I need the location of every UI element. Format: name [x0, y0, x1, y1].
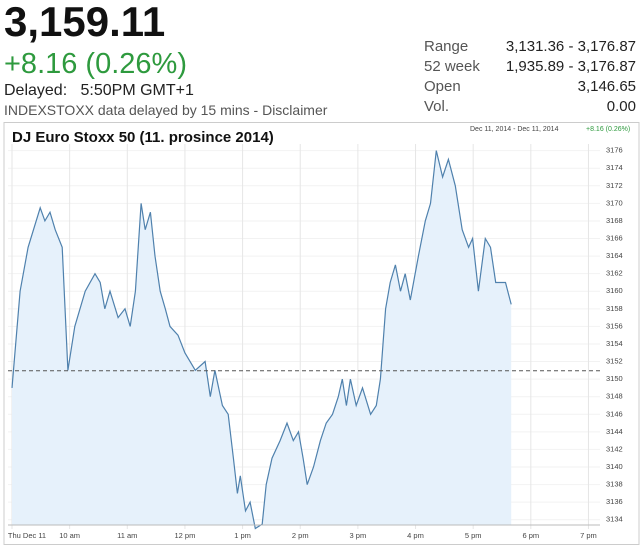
y-tick-label: 3148 — [606, 392, 623, 401]
stat-label: Vol. — [424, 98, 450, 115]
stat-label: 52 week — [424, 58, 480, 75]
x-tick-label: 7 pm — [580, 531, 597, 540]
area — [12, 150, 512, 529]
y-tick-label: 3160 — [606, 286, 623, 295]
y-tick-label: 3166 — [606, 233, 623, 242]
delayed-label: Delayed: — [4, 82, 68, 99]
x-tick-label: 5 pm — [465, 531, 482, 540]
x-tick-label: 3 pm — [350, 531, 367, 540]
y-tick-label: 3162 — [606, 269, 623, 278]
stats: Range 3,131.36 - 3,176.87 52 week 1,935.89… — [424, 38, 636, 118]
x-tick-label: 2 pm — [292, 531, 309, 540]
y-tick-label: 3156 — [606, 321, 623, 330]
stat-row: Range 3,131.36 - 3,176.87 — [424, 38, 636, 58]
x-tick-label: 1 pm — [234, 531, 251, 540]
y-tick-label: 3150 — [606, 374, 623, 383]
x-tick-label: 6 pm — [522, 531, 539, 540]
disclaimer[interactable]: INDEXSTOXX data delayed by 15 mins - Dis… — [4, 102, 328, 118]
y-tick-label: 3138 — [606, 480, 623, 489]
stat-label: Range — [424, 38, 469, 55]
range-change: +8.16 (0.26%) — [586, 126, 630, 133]
x-tick-label: 4 pm — [407, 531, 424, 540]
y-tick-label: 3152 — [606, 357, 623, 366]
stat-row: Vol. 0.00 — [424, 98, 636, 118]
y-tick-label: 3144 — [606, 427, 623, 436]
x-tick-label: 12 pm — [175, 531, 196, 540]
stat-row: Open 3,146.65 — [424, 78, 636, 98]
y-tick-label: 3172 — [606, 181, 623, 190]
x-tick-label: Thu Dec 11 — [8, 531, 46, 540]
stat-label: Open — [424, 78, 461, 95]
range-label: Dec 11, 2014 - Dec 11, 2014 — [470, 126, 559, 133]
delayed: Delayed: 5:50PM GMT+1 — [4, 82, 194, 100]
y-tick-label: 3154 — [606, 339, 623, 348]
y-tick-label: 3170 — [606, 198, 623, 207]
y-tick-label: 3158 — [606, 304, 623, 313]
stat-value: 1,935.89 - 3,176.87 — [505, 58, 636, 75]
stat-value: 3,146.65 — [577, 78, 636, 95]
chart: DJ Euro Stoxx 50 (11. prosince 2014) Dec… — [3, 122, 640, 545]
y-tick-label: 3174 — [606, 163, 623, 172]
delayed-time: 5:50PM GMT+1 — [80, 82, 194, 99]
y-tick-label: 3140 — [606, 462, 623, 471]
y-tick-label: 3176 — [606, 146, 623, 155]
change: +8.16 (0.26%) — [4, 48, 187, 80]
stat-value: 3,131.36 - 3,176.87 — [505, 38, 636, 55]
price: 3,159.11 — [4, 0, 166, 45]
y-tick-label: 3146 — [606, 409, 623, 418]
chart-title: DJ Euro Stoxx 50 (11. prosince 2014) — [12, 129, 274, 146]
stat-row: 52 week 1,935.89 - 3,176.87 — [424, 58, 636, 78]
x-tick-label: 11 am — [117, 531, 137, 540]
y-tick-label: 3168 — [606, 216, 623, 225]
line — [11, 150, 512, 530]
y-tick-label: 3142 — [606, 444, 623, 453]
y-tick-label: 3134 — [606, 515, 623, 524]
x-tick-label: 10 am — [59, 531, 80, 540]
y-tick-label: 3164 — [606, 251, 623, 260]
y-tick-label: 3136 — [606, 497, 623, 506]
stat-value: 0.00 — [606, 98, 636, 115]
